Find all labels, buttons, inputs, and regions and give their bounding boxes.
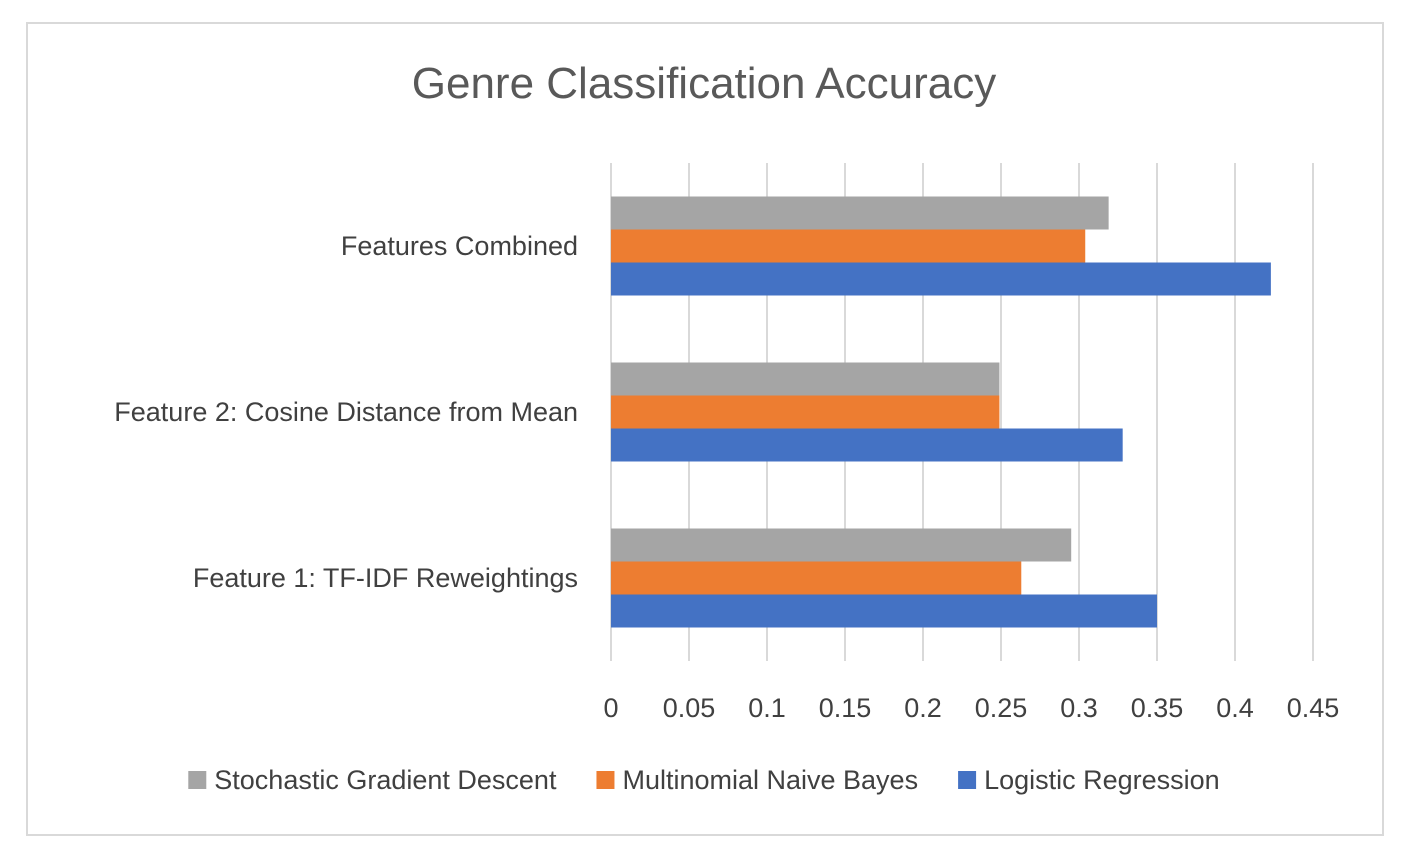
x-tick-label: 0.4 [1216, 693, 1254, 723]
x-axis-ticks: 0 0.05 0.1 0.15 0.2 0.25 0.3 0.35 0.4 0.45 [603, 693, 1339, 723]
bar-logistic-regression-0 [611, 594, 1157, 628]
bar-multinomial-naive-bayes-1 [611, 395, 1000, 429]
legend-label: Logistic Regression [984, 765, 1220, 795]
legend: Stochastic Gradient Descent Multinomial N… [188, 765, 1220, 795]
category-label: Feature 1: TF-IDF Reweightings [193, 563, 578, 593]
bar-logistic-regression-1 [611, 428, 1123, 462]
x-tick-label: 0.2 [904, 693, 942, 723]
bars [611, 196, 1271, 628]
category-label: Features Combined [341, 231, 578, 261]
bar-stochastic-gradient-descent-2 [611, 196, 1109, 230]
bar-multinomial-naive-bayes-2 [611, 229, 1086, 263]
legend-label: Multinomial Naive Bayes [622, 765, 918, 795]
x-tick-label: 0.45 [1287, 693, 1340, 723]
bar-logistic-regression-2 [611, 262, 1271, 296]
bar-multinomial-naive-bayes-0 [611, 561, 1022, 595]
bar-stochastic-gradient-descent-1 [611, 362, 1000, 396]
x-tick-label: 0 [603, 693, 618, 723]
category-labels: Feature 1: TF-IDF Reweightings Feature 2:… [114, 231, 578, 593]
legend-swatch-stochastic-gradient-descent [188, 771, 207, 789]
x-tick-label: 0.25 [975, 693, 1028, 723]
bar-stochastic-gradient-descent-0 [611, 528, 1072, 562]
legend-swatch-multinomial-naive-bayes [596, 771, 615, 789]
category-label: Feature 2: Cosine Distance from Mean [114, 397, 578, 427]
x-tick-label: 0.15 [819, 693, 872, 723]
legend-label: Stochastic Gradient Descent [214, 765, 557, 795]
legend-swatch-logistic-regression [958, 771, 977, 789]
x-tick-label: 0.3 [1060, 693, 1098, 723]
x-tick-label: 0.35 [1131, 693, 1184, 723]
x-tick-label: 0.1 [748, 693, 786, 723]
chart-title: Genre Classification Accuracy [412, 59, 996, 108]
x-tick-label: 0.05 [663, 693, 716, 723]
